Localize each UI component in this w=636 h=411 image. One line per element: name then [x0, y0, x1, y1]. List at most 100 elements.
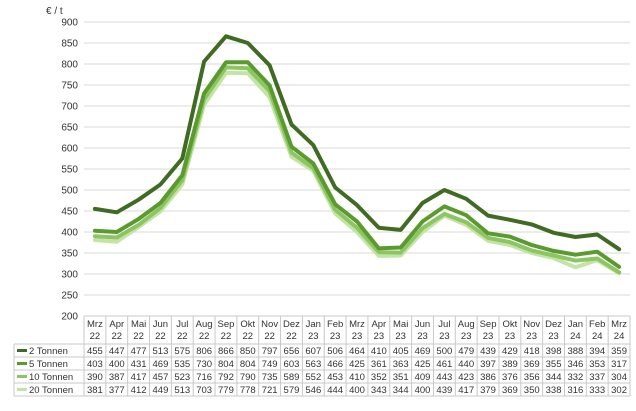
- series-line: [92, 60, 622, 269]
- x-tick-label-month: Nov: [523, 319, 540, 330]
- table-cell-value: 778: [240, 385, 256, 396]
- legend-label: 20 Tonnen: [29, 385, 73, 396]
- x-tick-label-year: 24: [592, 331, 603, 342]
- table-cell-value: 523: [174, 372, 190, 383]
- table-cell-value: 410: [349, 372, 365, 383]
- table-cell-value: 439: [436, 385, 452, 396]
- table-cell-value: 302: [611, 385, 627, 396]
- table-cell-value: 410: [371, 346, 387, 357]
- table-cell-value: 429: [502, 346, 518, 357]
- table-cell-value: 317: [611, 359, 627, 370]
- table-cell-value: 575: [174, 346, 190, 357]
- table-cell-value: 386: [480, 372, 496, 383]
- table-cell-value: 369: [502, 385, 518, 396]
- x-tick-label-year: 23: [483, 331, 494, 342]
- table-cell-value: 457: [153, 372, 169, 383]
- table-cell-value: 579: [284, 385, 300, 396]
- table-cell-value: 409: [415, 372, 431, 383]
- x-tick-label-month: Sep: [480, 319, 497, 330]
- x-tick-label-year: 23: [417, 331, 428, 342]
- table-cell-value: 352: [371, 372, 387, 383]
- table-cell-value: 792: [218, 372, 234, 383]
- x-tick-label-year: 23: [505, 331, 516, 342]
- table-cell-value: 394: [589, 346, 605, 357]
- table-cell-value: 447: [109, 346, 125, 357]
- x-tick-label-month: Sep: [218, 319, 235, 330]
- x-tick-label-month: Dez: [283, 319, 300, 330]
- table-cell-value: 343: [371, 385, 387, 396]
- table-cell-value: 400: [349, 385, 365, 396]
- x-tick-label-month: Mai: [393, 319, 408, 330]
- table-cell-value: 350: [524, 385, 540, 396]
- x-tick-label-month: Mrz: [611, 319, 627, 330]
- table-cell-value: 359: [611, 346, 627, 357]
- y-tick-label: 650: [61, 123, 78, 134]
- x-tick-label-month: Jul: [438, 319, 450, 330]
- y-tick-label: 450: [61, 207, 78, 218]
- table-cell-value: 400: [415, 385, 431, 396]
- table-cell-value: 477: [131, 346, 147, 357]
- table-cell-value: 338: [546, 385, 562, 396]
- y-tick-label: 550: [61, 165, 78, 176]
- table-cell-value: 866: [218, 346, 234, 357]
- table-cell-value: 405: [393, 346, 409, 357]
- table-cell-value: 721: [262, 385, 278, 396]
- x-tick-label-month: Apr: [109, 319, 124, 330]
- x-tick-label-month: Aug: [196, 319, 213, 330]
- table-cell-value: 455: [87, 346, 103, 357]
- legend-label: 5 Tonnen: [29, 359, 68, 370]
- table-cell-value: 479: [458, 346, 474, 357]
- table-cell-value: 351: [393, 372, 409, 383]
- table-cell-value: 730: [196, 359, 212, 370]
- table-cell-value: 389: [502, 359, 518, 370]
- table-cell-value: 716: [196, 372, 212, 383]
- x-tick-label-month: Okt: [502, 319, 517, 330]
- data-table: Mrz22Apr22Mai22Jun22Jul22Aug22Sep22Okt22…: [13, 315, 631, 397]
- gridlines: [84, 21, 630, 317]
- table-cell-value: 453: [327, 372, 343, 383]
- legend-label: 10 Tonnen: [29, 372, 73, 383]
- table-cell-value: 563: [305, 359, 321, 370]
- table-cell-value: 355: [546, 359, 562, 370]
- table-cell-value: 417: [458, 385, 474, 396]
- table-cell-value: 513: [153, 346, 169, 357]
- x-tick-label-year: 22: [111, 331, 122, 342]
- table-cell-value: 423: [458, 372, 474, 383]
- table-cell-value: 656: [284, 346, 300, 357]
- table-cell-value: 469: [415, 346, 431, 357]
- table-cell-value: 344: [393, 385, 409, 396]
- table-cell-value: 607: [305, 346, 321, 357]
- table-cell-value: 337: [589, 372, 605, 383]
- x-tick-label-month: Mrz: [349, 319, 365, 330]
- y-axis-label: € / t: [46, 6, 63, 17]
- table-cell-value: 461: [436, 359, 452, 370]
- x-tick-label-year: 22: [286, 331, 297, 342]
- table-cell-value: 356: [524, 372, 540, 383]
- table-cell-value: 797: [262, 346, 278, 357]
- table-cell-value: 425: [415, 359, 431, 370]
- y-tick-label: 800: [61, 60, 78, 71]
- table-cell-value: 439: [480, 346, 496, 357]
- table-cell-value: 749: [262, 359, 278, 370]
- table-cell-value: 316: [567, 385, 583, 396]
- table-cell-value: 353: [589, 359, 605, 370]
- table-cell-value: 703: [196, 385, 212, 396]
- x-tick-label-month: Apr: [371, 319, 386, 330]
- x-tick-label-year: 22: [133, 331, 144, 342]
- table-cell-value: 417: [131, 372, 147, 383]
- x-tick-label-year: 23: [352, 331, 363, 342]
- table-cell-value: 379: [480, 385, 496, 396]
- table-cell-value: 412: [131, 385, 147, 396]
- series-line: [92, 65, 622, 275]
- table-cell-value: 363: [393, 359, 409, 370]
- x-tick-label-year: 22: [243, 331, 254, 342]
- table-cell-value: 398: [546, 346, 562, 357]
- table-cell-value: 513: [174, 385, 190, 396]
- table-cell-value: 400: [109, 359, 125, 370]
- table-cell-value: 589: [284, 372, 300, 383]
- x-tick-label-year: 24: [614, 331, 625, 342]
- x-tick-label-year: 22: [199, 331, 210, 342]
- series-line: [92, 70, 622, 276]
- table-cell-value: 735: [262, 372, 278, 383]
